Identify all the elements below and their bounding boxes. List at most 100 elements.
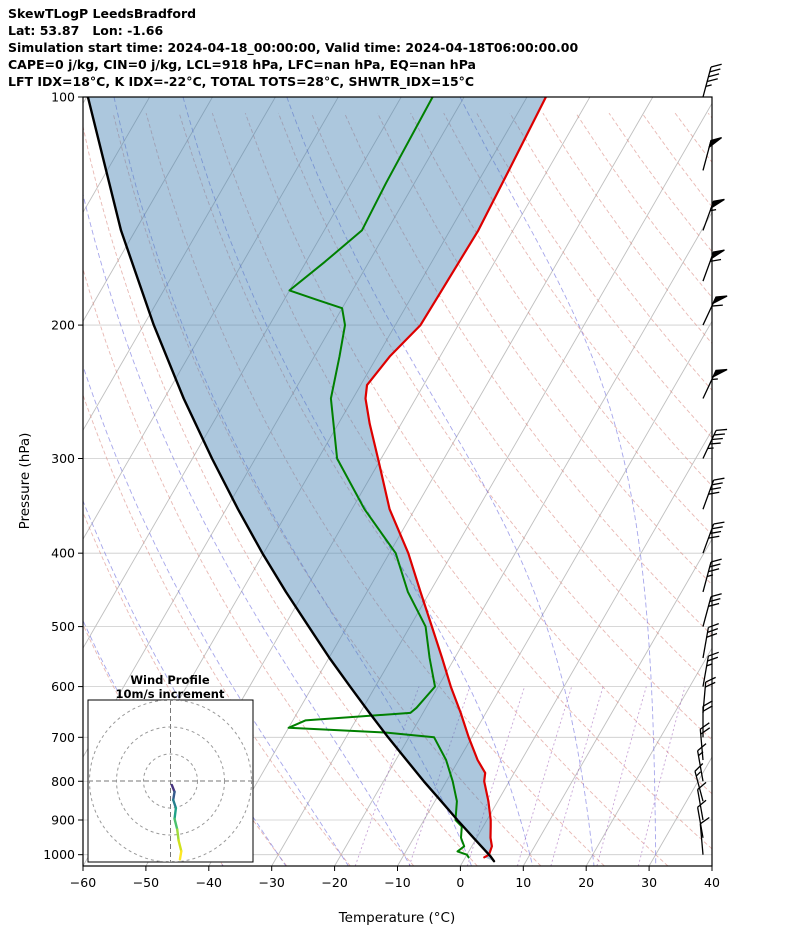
dry-adiabat-line bbox=[145, 112, 605, 866]
stability-indices-line1: CAPE=0 j/kg, CIN=0 j/kg, LCL=918 hPa, LF… bbox=[8, 57, 476, 72]
wind-barb-half bbox=[705, 84, 712, 88]
x-tick-label: 40 bbox=[704, 875, 720, 890]
y-tick-label: 500 bbox=[51, 619, 75, 634]
x-tick-label: −60 bbox=[70, 875, 96, 890]
hodograph-ring bbox=[116, 726, 225, 836]
hodograph-inset bbox=[87, 699, 254, 863]
chart-header: SkewTLogP LeedsBradford Lat: 53.87 Lon: … bbox=[8, 5, 578, 90]
moist-adiabat-line bbox=[286, 97, 595, 866]
wind-barb-flag bbox=[711, 295, 728, 305]
moist-adiabat-line bbox=[780, 97, 794, 866]
hodograph-title: Wind Profile bbox=[130, 673, 210, 687]
x-tick-label: 10 bbox=[515, 875, 531, 890]
hodograph-subtitle: 10m/s increment bbox=[116, 687, 225, 701]
wind-barb-full bbox=[708, 568, 720, 573]
x-tick-label: −30 bbox=[259, 875, 285, 890]
hodograph-trace-segment bbox=[177, 839, 183, 853]
stability-indices-line2: LFT IDX=18°C, K IDX=-22°C, TOTAL TOTS=28… bbox=[8, 74, 475, 89]
dry-adiabat-line bbox=[211, 112, 712, 850]
mixing-ratio-line bbox=[516, 686, 573, 866]
wind-barb-half bbox=[698, 751, 704, 757]
hodograph-trace-segment bbox=[178, 850, 183, 861]
wind-barb-full bbox=[706, 78, 718, 83]
isotherm-line bbox=[648, 756, 712, 866]
wind-barb-full bbox=[708, 623, 719, 629]
hodograph-trace-segment bbox=[170, 783, 176, 793]
wind-barb-full bbox=[700, 727, 711, 735]
dewpoint-curve bbox=[287, 97, 470, 859]
wind-barb-full bbox=[708, 651, 719, 657]
mixing-ratio-line bbox=[466, 686, 526, 866]
wind-barb-half bbox=[706, 663, 713, 667]
wind-barb-half bbox=[710, 209, 717, 212]
wind-barb-staff bbox=[702, 596, 712, 627]
hodograph-ring bbox=[89, 700, 252, 862]
y-tick-label: 700 bbox=[51, 730, 75, 745]
y-tick-label: 100 bbox=[51, 90, 75, 105]
wind-barb-full bbox=[716, 428, 728, 432]
wind-barb-half bbox=[707, 447, 714, 450]
wind-barb-staff bbox=[702, 430, 717, 459]
dry-adiabat-line bbox=[83, 393, 351, 866]
wind-barb-full bbox=[699, 816, 710, 825]
dry-adiabat-line bbox=[377, 112, 712, 586]
wind-barb-flag bbox=[708, 136, 722, 149]
wind-barb-full bbox=[708, 73, 720, 78]
x-tick-label: 30 bbox=[641, 875, 657, 890]
wind-barb-full bbox=[708, 602, 720, 607]
wind-barb-staff bbox=[699, 729, 704, 761]
wind-barb-full bbox=[697, 781, 707, 790]
wind-barb-full bbox=[705, 676, 716, 683]
wind-barb-half bbox=[695, 771, 701, 777]
y-tick-label: 800 bbox=[51, 774, 75, 789]
simulation-times: Simulation start time: 2024-04-18_00:00:… bbox=[8, 40, 579, 55]
x-tick-label: −20 bbox=[321, 875, 347, 890]
wind-barb-full bbox=[697, 743, 707, 752]
wind-barb-full bbox=[713, 521, 725, 525]
wind-barb-full bbox=[694, 763, 704, 772]
wind-barb-staff bbox=[702, 627, 710, 659]
wind-barb-full bbox=[711, 526, 723, 530]
dry-adiabat-line bbox=[410, 112, 712, 536]
isotherm-line bbox=[711, 865, 712, 866]
wind-barb-full bbox=[710, 63, 722, 68]
isotherm-line bbox=[460, 429, 712, 866]
dry-adiabat-line bbox=[244, 112, 712, 795]
moist-adiabat-line bbox=[182, 97, 534, 866]
x-tick-label: 20 bbox=[578, 875, 594, 890]
wind-barb-full bbox=[713, 433, 726, 436]
wind-barb-half bbox=[711, 378, 718, 381]
wind-barb-full bbox=[702, 700, 713, 707]
wind-barb-full bbox=[711, 482, 723, 486]
wind-barb-staff bbox=[694, 771, 704, 802]
dry-adiabat-line bbox=[178, 112, 669, 866]
moist-adiabat-line bbox=[83, 192, 411, 866]
wind-barb-full bbox=[713, 477, 725, 481]
isotherm-line bbox=[271, 102, 712, 866]
moist-adiabat-line bbox=[113, 97, 472, 866]
dry-adiabat-line bbox=[741, 113, 794, 866]
isotherm-line bbox=[83, 97, 276, 432]
wind-barb-full bbox=[704, 681, 716, 688]
y-tick-label: 200 bbox=[51, 318, 75, 333]
wind-barb-full bbox=[699, 722, 710, 730]
mixing-ratio-line bbox=[637, 686, 686, 866]
wind-barb-flag bbox=[709, 249, 725, 261]
isotherm-line bbox=[397, 320, 712, 866]
temperature-curve bbox=[364, 97, 547, 859]
wind-barb-full bbox=[711, 304, 723, 307]
x-tick-label: −50 bbox=[133, 875, 159, 890]
hodograph-trace-segment bbox=[173, 817, 179, 831]
y-tick-label: 400 bbox=[51, 546, 75, 561]
wind-barb-half bbox=[706, 574, 714, 578]
wind-barb-full bbox=[710, 486, 722, 491]
wind-barb-full bbox=[709, 563, 721, 568]
wind-barb-staff bbox=[702, 523, 715, 554]
wind-barb-full bbox=[706, 632, 718, 638]
isotherm-line bbox=[585, 647, 712, 866]
wind-barb-staff bbox=[702, 66, 712, 98]
hodograph-trace-segment bbox=[176, 828, 180, 842]
x-tick-label: −10 bbox=[384, 875, 410, 890]
